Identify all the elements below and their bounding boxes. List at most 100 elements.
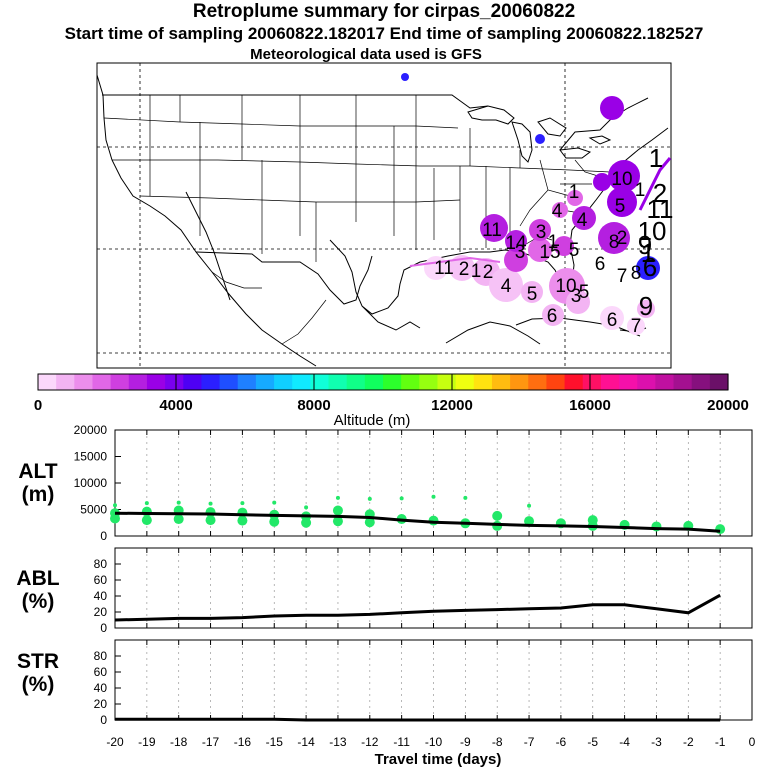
retroplume-clusters <box>401 73 660 335</box>
trajectory-line <box>409 256 501 267</box>
colorbar-cell <box>600 374 620 390</box>
plume-cluster <box>627 317 645 335</box>
colorbar-cell <box>255 374 275 390</box>
alt-particle-point <box>332 516 343 527</box>
x-tick-label: -5 <box>587 735 598 749</box>
alt-particle-point <box>463 495 468 500</box>
colorbar-cell <box>619 374 638 390</box>
colorbar-cell <box>183 374 203 390</box>
state-borders <box>103 95 611 345</box>
colorbar-cell <box>383 374 402 390</box>
alt-particle-point <box>524 516 535 527</box>
y-tick-label: 0 <box>100 621 107 635</box>
abl-panel: ABL (%) 80 60 40 20 0 <box>16 547 753 635</box>
y-tick-label: 60 <box>94 665 108 679</box>
str-y-ticks: 80 60 40 20 0 <box>94 649 121 727</box>
plume-day-label: 6 <box>643 252 657 282</box>
colorbar-cell <box>56 374 75 390</box>
alt-particle-point <box>141 515 152 526</box>
colorbar-cell <box>328 374 348 390</box>
plume-day-label: 1 <box>649 143 663 173</box>
abl-y-ticks: 80 60 40 20 0 <box>94 557 121 635</box>
colorbar-label: Altitude (m) <box>334 412 411 429</box>
plume-day-label: 11 <box>434 258 454 279</box>
y-tick-label: 20000 <box>74 423 108 437</box>
alt-particle-point <box>492 510 503 521</box>
str-panel-unit: (%) <box>22 673 55 696</box>
x-tick-label: -20 <box>106 735 124 749</box>
y-tick-label: 40 <box>94 681 108 695</box>
plume-cluster <box>600 96 624 120</box>
plume-cluster <box>449 255 475 281</box>
plume-day-label: 6 <box>547 306 558 327</box>
plume-day-label: 1 <box>641 238 655 268</box>
plume-day-label: 4 <box>501 276 512 297</box>
x-tick-label: -15 <box>266 735 284 749</box>
colorbar-cell <box>201 374 221 390</box>
plume-day-label: 11 <box>647 194 674 224</box>
colorbar-cell <box>310 374 330 390</box>
str-fraction-line <box>115 717 721 722</box>
plume-day-label: 9 <box>639 291 653 321</box>
alt-panel: ALT (m) 20000 15000 10000 5000 0 <box>18 423 753 543</box>
great-lakes <box>467 105 612 163</box>
plume-day-label: 2 <box>653 178 667 208</box>
sampling-times: Start time of sampling 20060822.182017 E… <box>64 24 704 43</box>
alt-particle-point <box>144 501 149 506</box>
plume-cluster <box>505 230 527 252</box>
colorbar-cell <box>74 374 94 390</box>
plume-cluster <box>529 219 551 241</box>
colorbar-tick-label: 20000 <box>707 397 749 414</box>
y-tick-label: 10000 <box>74 476 108 490</box>
alt-particle-point <box>176 500 181 505</box>
alt-panel-label: ALT <box>18 460 57 483</box>
x-tick-label: -19 <box>138 735 156 749</box>
plume-day-label: 6 <box>607 310 618 331</box>
plume-day-label: 1 <box>548 232 559 253</box>
colorbar-cell <box>455 374 475 390</box>
altitude-colorbar: 0 4000 8000 12000 16000 20000 Altitude (m) <box>34 373 749 429</box>
colorbar-cell <box>437 374 457 390</box>
str-gridlines <box>146 640 721 720</box>
plume-cluster <box>598 222 630 254</box>
abl-panel-unit: (%) <box>22 590 55 613</box>
y-tick-label: 80 <box>94 557 108 571</box>
x-axis-label: Travel time (days) <box>375 751 502 768</box>
plume-cluster <box>572 206 596 230</box>
plume-cluster <box>504 248 528 272</box>
x-tick-label: -4 <box>619 735 630 749</box>
y-tick-label: 20 <box>94 605 108 619</box>
colorbar-cell <box>528 374 548 390</box>
plume-day-label: 4 <box>577 210 588 231</box>
figure-title: Retroplume summary for cirpas_20060822 <box>192 1 576 22</box>
colorbar-cell <box>473 374 493 390</box>
colorbar-cell <box>401 374 420 390</box>
y-tick-label: 40 <box>94 589 108 603</box>
colorbar-cell <box>546 374 566 390</box>
alt-particle-point <box>173 514 184 525</box>
plume-day-label: 5 <box>579 282 590 303</box>
y-tick-label: 5000 <box>80 503 107 517</box>
plume-day-label: 3 <box>571 286 582 307</box>
x-tick-label: -14 <box>297 735 315 749</box>
y-tick-label: 0 <box>100 529 107 543</box>
plume-day-label: 1 <box>569 182 580 203</box>
colorbar-cell <box>582 374 602 390</box>
colorbar-ticks: 0 4000 8000 12000 16000 20000 <box>34 374 749 414</box>
abl-panel-label: ABL <box>16 567 59 590</box>
plume-cluster <box>528 238 552 262</box>
alt-particle-point <box>205 515 216 526</box>
y-tick-label: 15000 <box>74 450 108 464</box>
plume-cluster <box>554 236 574 256</box>
colorbar-cell <box>92 374 112 390</box>
plume-cluster <box>567 190 583 206</box>
alt-particle-point <box>431 494 436 499</box>
x-tick-label: -3 <box>651 735 662 749</box>
colorbar-cell <box>655 374 675 390</box>
plume-day-label: 15 <box>539 242 560 263</box>
x-tick-label: -18 <box>170 735 188 749</box>
x-tick-label: -2 <box>683 735 694 749</box>
plume-day-label: 4 <box>552 201 563 222</box>
